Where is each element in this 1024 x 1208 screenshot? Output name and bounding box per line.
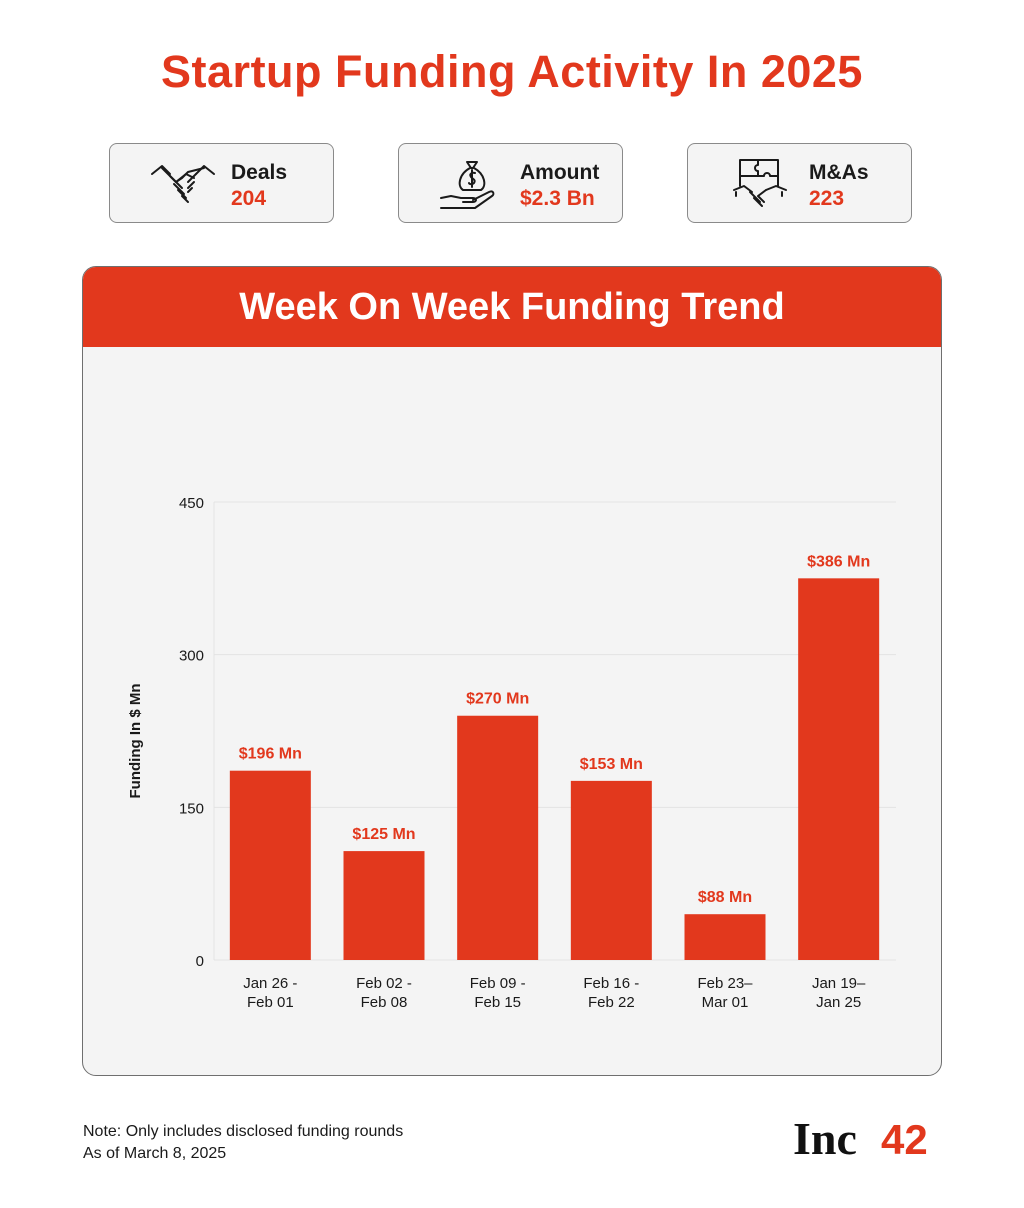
note-line-2: As of March 8, 2025: [83, 1145, 227, 1162]
x-tick-label: Feb 01: [247, 994, 294, 1011]
x-tick-label: Feb 09 -: [470, 975, 526, 992]
puzzle-handshake-icon: [733, 159, 787, 207]
stat-card-deals: Deals 204: [109, 143, 334, 223]
bar: [570, 780, 652, 960]
bar: [457, 715, 539, 960]
x-tick-label: Jan 26 -: [243, 975, 297, 992]
x-tick-label: Feb 16 -: [583, 975, 639, 992]
y-tick-label: 300: [179, 648, 204, 665]
x-tick-label: Feb 08: [361, 994, 408, 1011]
panel-header: [83, 267, 941, 347]
x-tick-label: Feb 15: [474, 994, 521, 1011]
bar-data-label: $153 Mn: [580, 756, 643, 773]
x-tick-label: Feb 22: [588, 994, 635, 1011]
x-tick-label: Mar 01: [702, 994, 749, 1011]
money-bag-hand-icon: [440, 161, 495, 209]
stat-value: $2.3 Bn: [520, 187, 595, 210]
bar-data-label: $270 Mn: [466, 691, 529, 708]
chart-panel: Week On Week Funding Trend 0 150 300 450 Fun…: [82, 266, 942, 1076]
x-tick-label: Feb 23–: [697, 975, 753, 992]
footnote: Note: Only includes disclosed funding ro…: [83, 1121, 403, 1165]
y-axis-title: Funding In $ Mn: [127, 684, 144, 799]
y-tick-label: 450: [179, 495, 204, 512]
stat-label: Deals: [231, 161, 288, 184]
y-tick-label: 0: [196, 953, 204, 970]
bar-data-label: $386 Mn: [807, 553, 870, 570]
bar-data-label: $125 Mn: [352, 826, 415, 843]
inc42-logo: Inc 42: [793, 1113, 928, 1164]
bar: [684, 914, 766, 960]
bar-chart: 0 150 300 450 Funding In $ Mn $196 Mn Jan 26 -…: [127, 495, 896, 1011]
handshake-icon: [151, 165, 215, 203]
y-tick-label: 150: [179, 800, 204, 817]
bar: [343, 851, 425, 960]
stat-value: 204: [231, 187, 267, 210]
bar-data-label: $88 Mn: [698, 889, 752, 906]
page-title: Startup Funding Activity In 2025: [161, 46, 863, 97]
stat-card-amount: Amount $2.3 Bn: [398, 143, 623, 223]
note-line-1: Note: Only includes disclosed funding ro…: [83, 1123, 404, 1140]
x-tick-label: Feb 02 -: [356, 975, 412, 992]
logo-text-accent: 42: [881, 1116, 928, 1163]
x-tick-label: Jan 25: [816, 994, 861, 1011]
stat-label: M&As: [809, 161, 869, 184]
bar-data-label: $196 Mn: [239, 746, 302, 763]
bar: [229, 770, 311, 960]
x-tick-label: Jan 19–: [812, 975, 866, 992]
bar: [798, 578, 880, 960]
stat-value: 223: [809, 187, 845, 210]
stat-card-mas: M&As 223: [687, 143, 912, 223]
stat-label: Amount: [520, 161, 600, 184]
logo-text-main: Inc: [793, 1113, 857, 1164]
panel-title: Week On Week Funding Trend: [239, 286, 785, 328]
